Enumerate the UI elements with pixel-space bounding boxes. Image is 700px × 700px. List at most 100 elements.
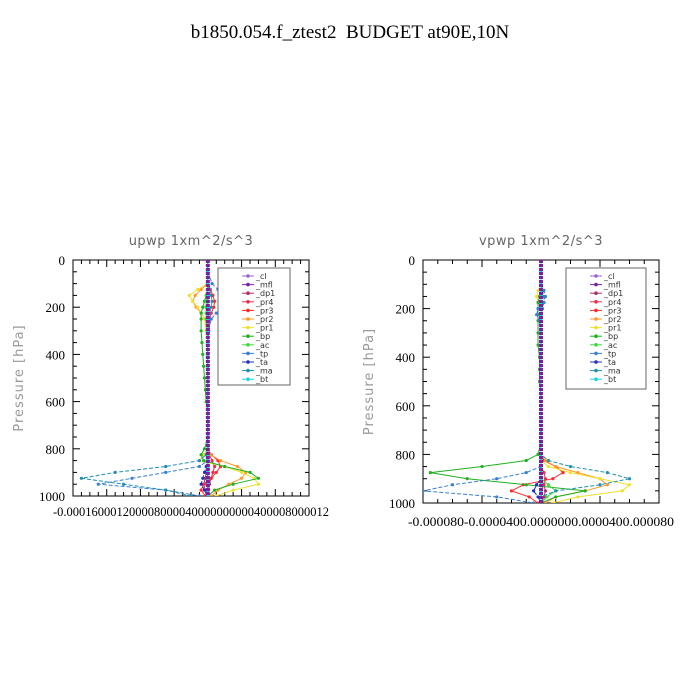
legend-label: _ta bbox=[603, 358, 616, 367]
series-point_ta bbox=[534, 483, 539, 487]
series-point_ta bbox=[202, 470, 207, 474]
legend-marker bbox=[594, 325, 598, 330]
legend-label: _dp1 bbox=[603, 289, 623, 298]
series-point_pr4 bbox=[542, 483, 546, 487]
legend-label: _ac bbox=[255, 341, 269, 350]
legend-label: _pr3 bbox=[255, 306, 273, 315]
series-point_bp bbox=[199, 453, 203, 457]
legend-label: _ac bbox=[603, 341, 617, 350]
series-point_bp bbox=[202, 459, 206, 463]
series-point_bp bbox=[583, 489, 587, 493]
series-point_bp bbox=[202, 376, 207, 380]
series-point_ma bbox=[164, 488, 168, 492]
series-point_tp bbox=[536, 307, 540, 311]
series-point_pr1 bbox=[576, 495, 580, 499]
series-point_bp bbox=[201, 352, 205, 356]
y-tick-label: 200 bbox=[46, 300, 66, 315]
legend-label: _pr4 bbox=[255, 298, 273, 307]
series-point_bp bbox=[536, 452, 540, 456]
series-point_dp1 bbox=[543, 489, 548, 493]
series-point_pr2 bbox=[605, 483, 609, 487]
x-tick-labels: -0.000080-0.0000400.0000000.0000400.0000… bbox=[408, 514, 674, 529]
series-point_pr1 bbox=[239, 470, 244, 474]
legend-marker bbox=[246, 282, 250, 287]
series-point_bp bbox=[213, 488, 217, 492]
series-point_tp bbox=[534, 313, 539, 317]
legend-marker bbox=[594, 368, 598, 373]
series-point_pr2 bbox=[235, 464, 239, 469]
chart-title: upwp 1xm^2/s^3 bbox=[129, 234, 254, 249]
series-point_pr2 bbox=[239, 476, 244, 480]
series-line_bp bbox=[430, 260, 586, 503]
series-point_ma bbox=[598, 483, 602, 487]
legend-marker bbox=[594, 300, 598, 304]
legend-label: _pr3 bbox=[603, 306, 621, 315]
legend-marker bbox=[246, 274, 250, 278]
legend-label: _bp bbox=[255, 332, 270, 341]
series-point_pr4 bbox=[211, 470, 215, 474]
series-point_ta bbox=[536, 495, 540, 499]
legend-label: _ma bbox=[255, 367, 273, 376]
series-point_ma bbox=[113, 470, 117, 474]
series-point_pr3 bbox=[213, 299, 217, 303]
series-point_tp bbox=[197, 494, 202, 496]
legend-marker bbox=[246, 325, 250, 330]
legend-box bbox=[565, 267, 647, 390]
series-point_pr3 bbox=[536, 501, 540, 503]
series-point_ta bbox=[532, 489, 536, 493]
series-point_tp bbox=[532, 501, 536, 503]
legend-label: _pr4 bbox=[603, 298, 621, 307]
series-group bbox=[423, 260, 632, 503]
legend-marker bbox=[594, 282, 598, 287]
legend-marker bbox=[246, 291, 250, 296]
series-point_pr3 bbox=[214, 470, 218, 474]
legend-marker bbox=[594, 377, 598, 382]
y-tick-label: 400 bbox=[396, 350, 416, 365]
series-point_tp bbox=[130, 476, 134, 480]
legend-marker bbox=[594, 274, 598, 278]
series-point_ma bbox=[605, 471, 609, 475]
legend-marker bbox=[246, 317, 250, 321]
series-point_pr2 bbox=[199, 287, 203, 292]
series-point_pr1 bbox=[620, 489, 624, 493]
legend-label: _pr1 bbox=[255, 324, 273, 333]
legend-marker bbox=[594, 334, 598, 339]
series-point_bp bbox=[554, 495, 558, 499]
series-point_tp bbox=[423, 489, 425, 493]
series-point_ma bbox=[554, 489, 558, 493]
series-point_ac bbox=[546, 483, 550, 487]
legend-marker bbox=[246, 308, 250, 313]
series-point_bp bbox=[465, 477, 469, 481]
series-point_bp bbox=[428, 471, 432, 475]
legend-label: _cl bbox=[255, 272, 267, 281]
y-tick-label: 200 bbox=[396, 302, 416, 317]
y-tick-label: 0 bbox=[59, 253, 66, 268]
series-point_bp bbox=[231, 482, 235, 486]
figure-title: b1850.054.f_ztest2 BUDGET at90E,10N bbox=[190, 22, 510, 43]
legend-marker bbox=[594, 351, 598, 356]
series-point_ta bbox=[201, 476, 205, 480]
series-point_bp bbox=[536, 343, 540, 347]
legend-label: _pr2 bbox=[255, 315, 273, 324]
series-point_pr3 bbox=[509, 489, 514, 493]
series-point_ma bbox=[164, 464, 168, 469]
legend-label: _dp1 bbox=[255, 289, 275, 298]
series-point_ma bbox=[79, 476, 84, 480]
series-point_bp bbox=[199, 329, 203, 333]
legend-label: _bp bbox=[603, 332, 618, 341]
series-point_pr1 bbox=[214, 494, 218, 496]
legend-marker bbox=[246, 334, 250, 339]
series-point_ma bbox=[542, 300, 546, 305]
series-point_tp bbox=[96, 482, 100, 486]
series-point_bp bbox=[524, 483, 528, 487]
series-point_pr4 bbox=[213, 464, 217, 469]
legend-label: _bt bbox=[603, 375, 616, 384]
series-point_ma bbox=[209, 305, 213, 309]
legend-marker bbox=[246, 368, 250, 373]
y-axis-label: Pressure [hPa] bbox=[12, 324, 27, 431]
y-tick-label: 800 bbox=[46, 442, 66, 457]
series-point_bp bbox=[202, 364, 206, 368]
series-point_bp bbox=[199, 311, 203, 315]
series-point_pr1 bbox=[551, 501, 555, 503]
